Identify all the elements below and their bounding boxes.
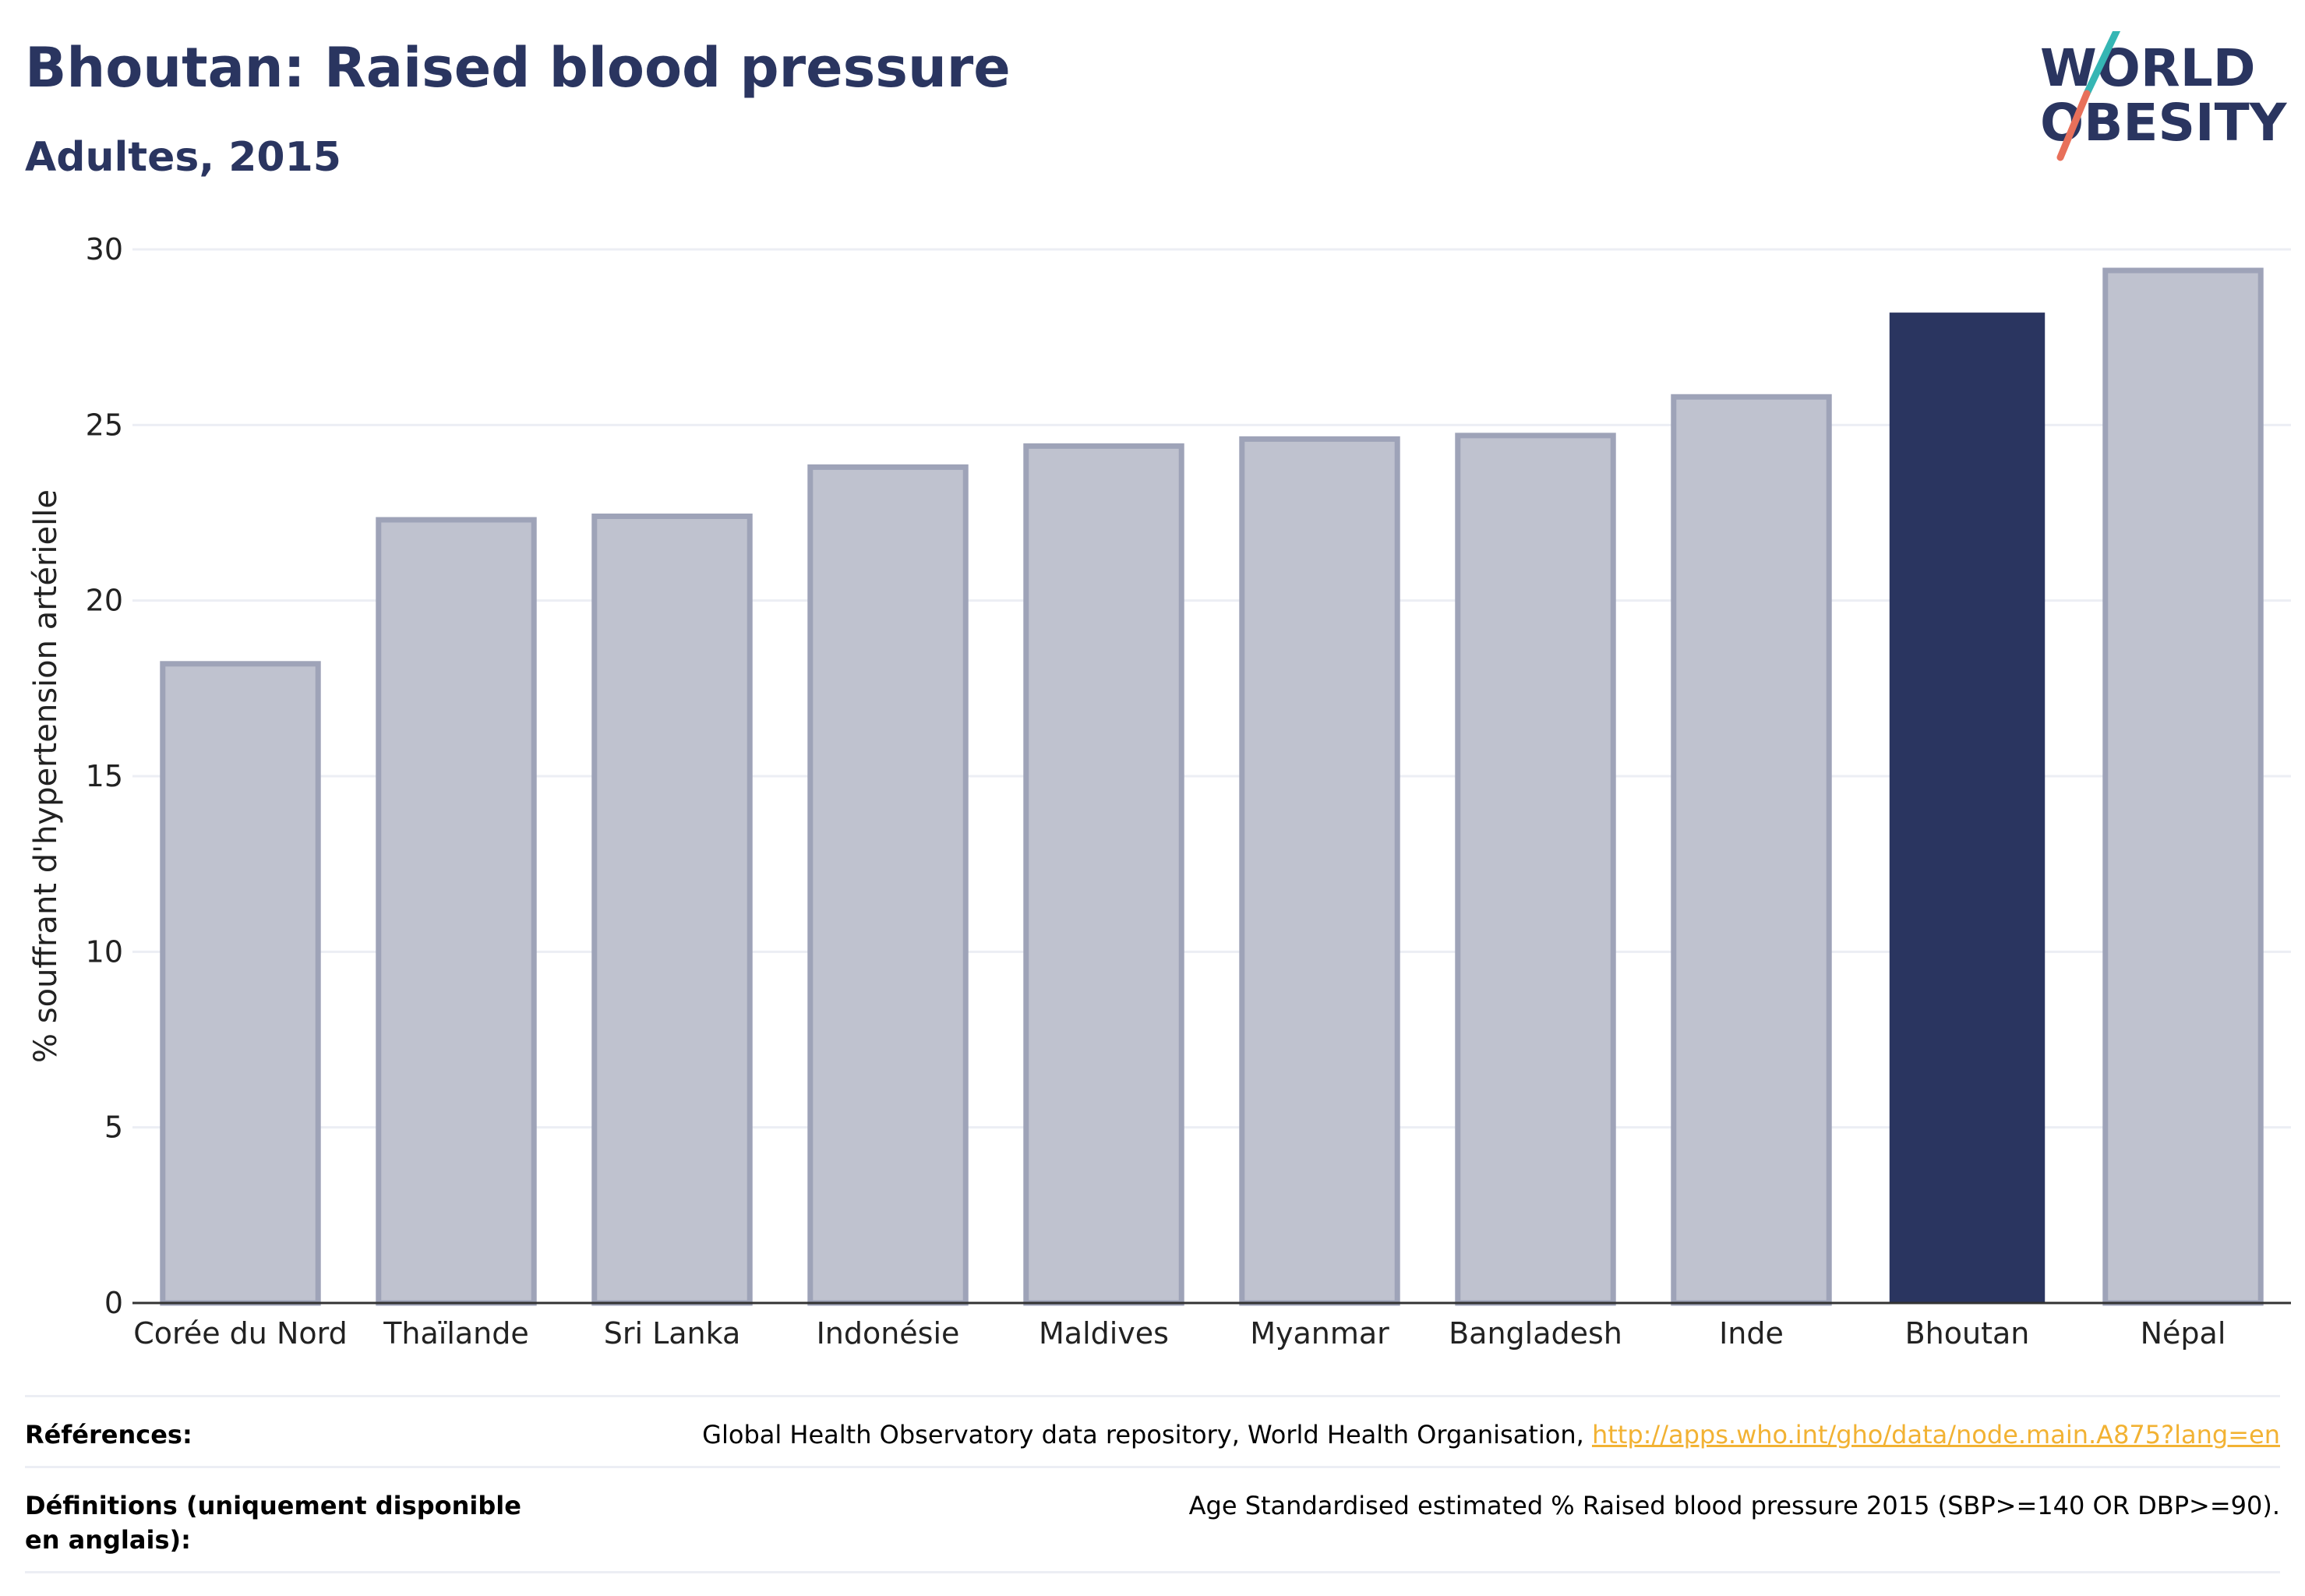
bars — [160, 267, 2264, 1306]
logo-slash-teal-icon — [2083, 31, 2121, 97]
y-tick-label: 10 — [86, 934, 123, 969]
world-obesity-logo: WORLD OBESITY — [2040, 31, 2288, 161]
references-row: Références: Global Health Observatory da… — [25, 1395, 2280, 1466]
bar — [2102, 267, 2264, 1306]
x-tick-label: Népal — [2141, 1316, 2226, 1351]
y-tick-label: 0 — [104, 1286, 123, 1320]
bar — [591, 514, 753, 1306]
bar — [807, 464, 969, 1306]
logo-slash-coral-icon — [2056, 90, 2091, 161]
y-tick-label: 25 — [86, 408, 123, 442]
x-tick-label: Sri Lanka — [604, 1316, 741, 1351]
x-tick-label: Thaïlande — [383, 1316, 529, 1351]
bar — [1889, 312, 2046, 1303]
definitions-row: Définitions (uniquement disponible en an… — [25, 1466, 2280, 1573]
chart-subtitle: Adultes, 2015 — [25, 134, 341, 181]
chart-title: Bhoutan: Raised blood pressure — [25, 36, 1011, 100]
references-text: Global Health Observatory data repositor… — [702, 1420, 1592, 1449]
y-tick-label: 30 — [86, 232, 123, 267]
y-tick-label: 20 — [86, 584, 123, 618]
x-tick-label: Inde — [1719, 1316, 1784, 1351]
definitions-value: Age Standardised estimated % Raised bloo… — [1188, 1491, 2280, 1520]
bar — [1455, 433, 1616, 1306]
y-tick-label: 5 — [104, 1110, 123, 1145]
x-tick-label: Maldives — [1039, 1316, 1169, 1351]
x-tick-label: Indonésie — [817, 1316, 960, 1351]
source-link[interactable]: http://apps.who.int/gho/data/node.main.A… — [1591, 1420, 2280, 1449]
x-tick-label: Myanmar — [1250, 1316, 1389, 1351]
bar — [1023, 443, 1184, 1306]
y-axis-label: % souffrant d'hypertension artérielle — [28, 489, 64, 1063]
x-tick-label: Bhoutan — [1905, 1316, 2030, 1351]
references-label: Références: — [25, 1420, 192, 1449]
bar — [376, 517, 537, 1306]
definitions-label: Définitions (uniquement disponible en an… — [25, 1491, 521, 1555]
x-tick-label: Corée du Nord — [133, 1316, 347, 1351]
bar — [160, 661, 321, 1306]
bar — [1671, 394, 1832, 1306]
logo-line1: WORLD — [2040, 38, 2256, 98]
bar-chart: 0 5 10 15 20 25 30 Corée du Nord Thaïlande Sri L… — [28, 232, 2291, 1351]
bar — [1239, 436, 1400, 1306]
x-tick-label: Bangladesh — [1449, 1316, 1622, 1351]
x-axis-ticks: Corée du Nord Thaïlande Sri Lanka Indonésie… — [133, 1316, 2226, 1351]
references-table: Références: Global Health Observatory da… — [25, 1395, 2280, 1573]
y-tick-label: 15 — [86, 759, 123, 793]
references-value: Global Health Observatory data repositor… — [702, 1418, 2280, 1452]
y-axis-ticks: 0 5 10 15 20 25 30 — [86, 232, 123, 1320]
